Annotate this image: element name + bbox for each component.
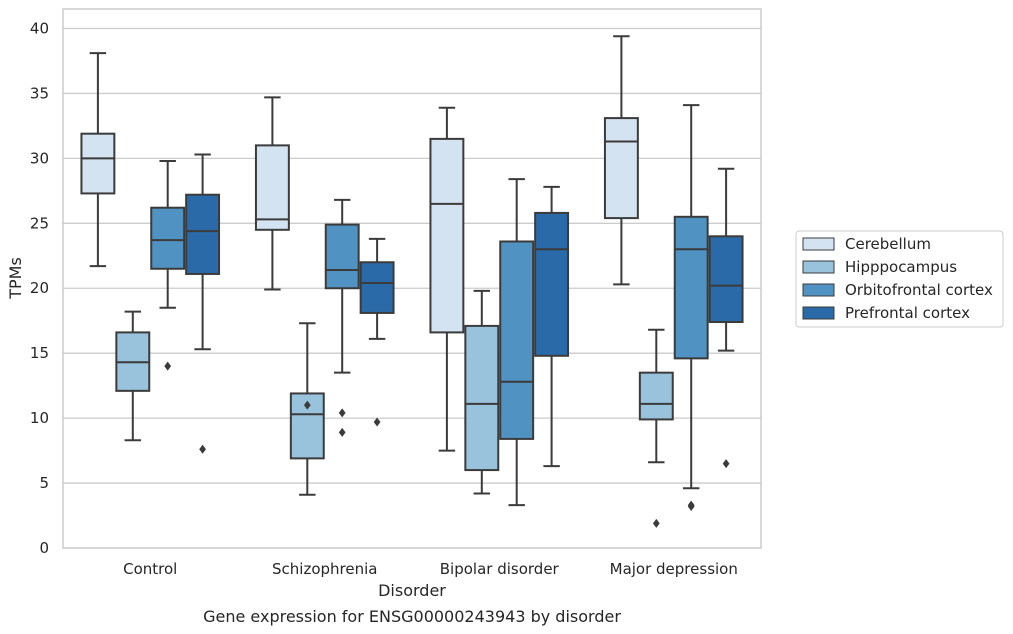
legend-label: Orbitofrontal cortex: [845, 281, 993, 299]
legend-label: Hipppocampus: [845, 258, 957, 276]
legend-swatch: [802, 306, 835, 320]
box-series-group: [80, 35, 744, 528]
y-tick-label: 15: [30, 344, 49, 362]
legend-frame: [795, 230, 1004, 328]
y-tick-label: 30: [30, 149, 49, 167]
box-plot: [150, 159, 186, 371]
x-tick-labels: Control Schizophrenia Bipolar disorder Majo…: [123, 560, 738, 578]
box-plot: [534, 185, 570, 468]
y-tick-label: 5: [39, 474, 49, 492]
legend-swatch: [802, 260, 835, 274]
box-iqr: [429, 137, 465, 334]
box-plot: [464, 289, 500, 495]
box-iqr: [185, 193, 221, 275]
box-iqr: [499, 240, 535, 440]
outlier-point: [303, 400, 311, 410]
x-tick-label: Major depression: [610, 560, 738, 578]
series-hipppocampus: [115, 289, 674, 528]
box-iqr: [638, 371, 674, 421]
outlier-point: [164, 361, 172, 371]
box-iqr: [324, 223, 360, 290]
box-iqr: [534, 211, 570, 357]
x-tick-label: Control: [123, 560, 177, 578]
box-plot: [429, 106, 465, 452]
legend-swatch: [802, 283, 835, 297]
y-tick-label: 40: [30, 19, 49, 37]
y-tick-labels: 0 5 10 15 20 25 30 35 40: [30, 19, 49, 557]
y-tick-label: 10: [30, 409, 49, 427]
outlier-point: [338, 408, 346, 418]
plot-background: [63, 9, 761, 548]
box-iqr: [254, 144, 290, 231]
x-axis-label: Disorder: [378, 581, 446, 600]
box-iqr: [80, 132, 116, 195]
legend-label: Prefrontal cortex: [845, 304, 970, 322]
box-plot: [359, 237, 395, 427]
box-plot: [499, 178, 535, 507]
box-iqr: [150, 206, 186, 270]
y-axis-label: TPMs: [6, 257, 25, 300]
box-iqr: [603, 117, 639, 220]
outlier-point: [373, 417, 381, 427]
legend-swatch: [802, 237, 835, 251]
box-iqr: [464, 324, 500, 472]
box-plot: [80, 52, 116, 268]
outlier-point: [687, 500, 695, 510]
y-tick-label: 20: [30, 279, 49, 297]
outlier-point: [722, 459, 730, 469]
y-tick-label: 0: [39, 539, 49, 557]
box-iqr: [708, 235, 744, 324]
y-tick-label: 35: [30, 84, 49, 102]
series-orbitofrontal-cortex: [150, 104, 709, 511]
plot-frame: [62, 8, 762, 549]
outlier-point: [652, 518, 660, 528]
box-plot: [289, 322, 325, 496]
box-plot: [324, 198, 360, 437]
box-plot: [638, 328, 674, 528]
box-iqr: [673, 215, 709, 360]
y-tick-label: 25: [30, 214, 49, 232]
box-plot: [673, 104, 709, 511]
box-plot: [603, 35, 639, 286]
series-cerebellum: [80, 35, 639, 452]
x-tick-label: Bipolar disorder: [440, 560, 560, 578]
outlier-point: [199, 444, 206, 454]
chart-caption: Gene expression for ENSG00000243943 by d…: [203, 607, 621, 626]
legend: Cerebellum Hipppocampus Orbitofrontal cort…: [795, 230, 1004, 328]
legend-label: Cerebellum: [845, 235, 931, 253]
outlier-point: [338, 427, 346, 437]
box-plot: [115, 310, 151, 442]
box-plot: [254, 96, 290, 291]
box-plot: [185, 153, 221, 454]
x-tick-label: Schizophrenia: [272, 560, 377, 578]
box-iqr: [359, 261, 395, 314]
series-prefrontal-cortex: [185, 153, 744, 469]
box-plot: [708, 167, 744, 469]
